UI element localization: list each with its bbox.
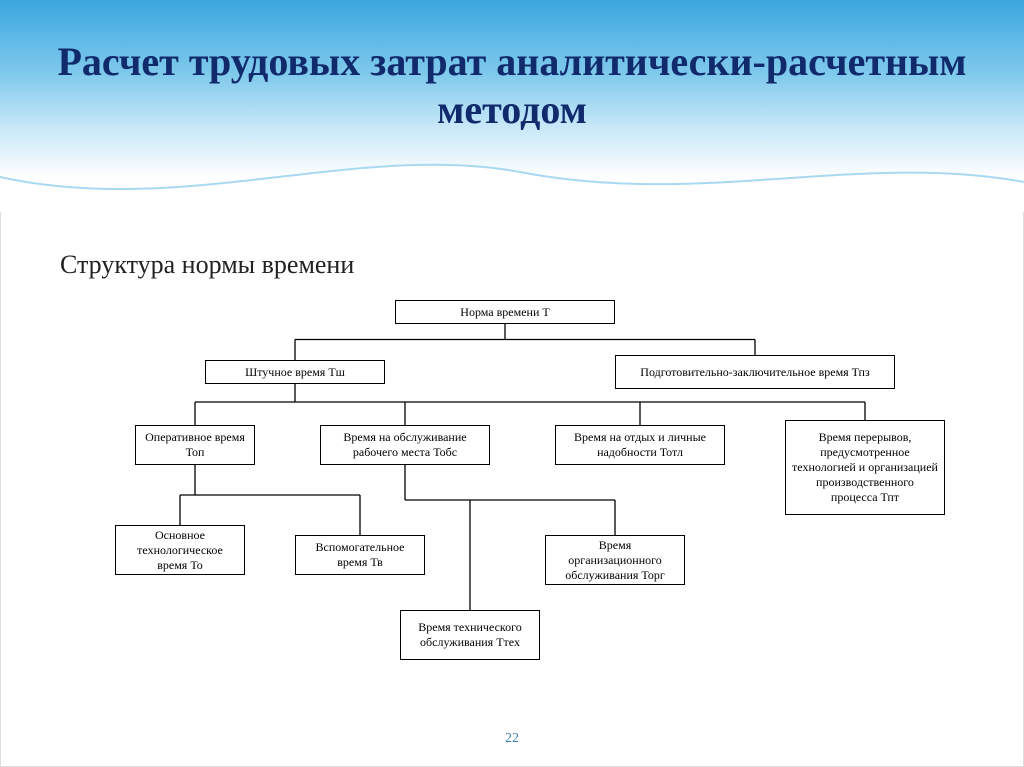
node-l2b: Время на обслуживание рабочего места Тоб…	[320, 425, 490, 465]
node-l2a: Оперативное время Топ	[135, 425, 255, 465]
node-l1b: Подготовительно-заключительное время Тпз	[615, 355, 895, 389]
wave-decoration	[0, 142, 1024, 212]
node-l2d: Время перерывов, предусмотренное техноло…	[785, 420, 945, 515]
node-l2c: Время на отдых и личные надобности Тотл	[555, 425, 725, 465]
node-root: Норма времени Т	[395, 300, 615, 324]
org-diagram: Норма времени Т Штучное время Тш Подготови…	[0, 300, 1024, 720]
slide-subtitle: Структура нормы времени	[60, 250, 354, 280]
slide-title: Расчет трудовых затрат аналитически-расч…	[0, 38, 1024, 134]
page-number: 22	[0, 731, 1024, 747]
node-l4a: Время технического обслуживания Ттех	[400, 610, 540, 660]
node-l1a: Штучное время Тш	[205, 360, 385, 384]
node-l3b: Вспомогательное время Тв	[295, 535, 425, 575]
slide: Расчет трудовых затрат аналитически-расч…	[0, 0, 1024, 767]
node-l3c: Время организационного обслуживания Торг	[545, 535, 685, 585]
slide-header: Расчет трудовых затрат аналитически-расч…	[0, 0, 1024, 210]
node-l3a: Основное технологическое время То	[115, 525, 245, 575]
